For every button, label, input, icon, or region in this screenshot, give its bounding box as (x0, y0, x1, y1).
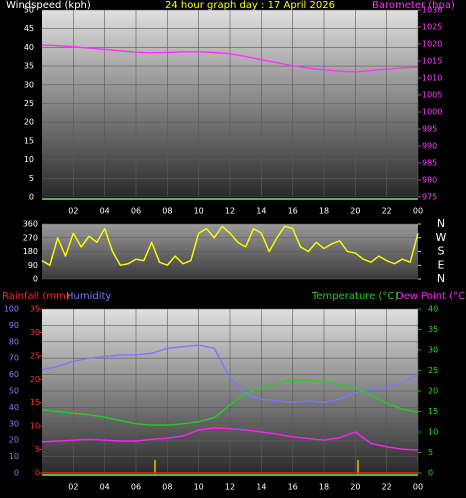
y2-tick-label: 995 (422, 125, 437, 134)
y3-tick-label: 5 (35, 445, 40, 454)
y-tick-label: 0 (14, 469, 19, 478)
y-tick-label: 50 (9, 387, 19, 396)
y3-tick-label: 35 (30, 305, 40, 314)
x-tick-label: 22 (382, 483, 392, 492)
y2-tick-label: 1015 (422, 57, 442, 66)
y-tick-label: 15 (24, 136, 34, 145)
y-tick-label: 10 (24, 155, 34, 164)
x-tick-label: 02 (68, 207, 78, 216)
y2-tick-label: 1005 (422, 91, 442, 100)
x-tick-label: 14 (256, 483, 266, 492)
series-line (41, 344, 419, 404)
y-tick-label: 70 (9, 354, 19, 363)
y3-tick-label: 25 (30, 351, 40, 360)
y3-tick-label: 0 (35, 469, 40, 478)
y2-tick-label: 1000 (422, 108, 442, 117)
y2-tick-label: 30 (428, 346, 438, 355)
y3-tick-label: 20 (30, 375, 40, 384)
y-tick-label: 0 (33, 275, 38, 284)
y3-tick-label: 30 (30, 328, 40, 337)
x-tick-label: 18 (319, 207, 329, 216)
x-tick-label: 20 (350, 207, 360, 216)
x-tick-label: 10 (194, 207, 204, 216)
y-tick-label: 35 (24, 62, 34, 71)
y2-tick-label: 1030 (422, 6, 442, 15)
y2-tick-label: 10 (428, 428, 438, 437)
x-tick-label: 20 (350, 483, 360, 492)
x-tick-label: 22 (382, 207, 392, 216)
y2-tick-label: 0 (428, 469, 433, 478)
y-tick-label: 100 (4, 305, 19, 314)
y-tick-label: 20 (24, 118, 34, 127)
x-tick-label: 06 (131, 483, 141, 492)
y2-tick-label: 35 (428, 325, 438, 334)
x-tick-label: 12 (225, 207, 235, 216)
y2-tick-label: 20 (428, 387, 438, 396)
y2-tick-label: 15 (428, 407, 438, 416)
y2-axis-title: Barometer (hpa) (372, 0, 455, 11)
y2-tick-label: 990 (422, 142, 437, 151)
y-tick-label: 60 (9, 370, 19, 379)
y-tick-label: 90 (9, 321, 19, 330)
y2-tick-label: W (436, 231, 447, 244)
x-tick-label: 10 (194, 483, 204, 492)
y2-tick-label: 985 (422, 159, 437, 168)
x-tick-label: 08 (162, 207, 172, 216)
x-tick-label: 16 (288, 207, 298, 216)
x-tick-label: 12 (225, 483, 235, 492)
y-tick-label: 270 (23, 233, 38, 242)
y2-tick-label: 25 (428, 366, 438, 375)
y2-tick-label: 1020 (422, 40, 442, 49)
y-tick-label: 30 (24, 80, 34, 89)
series-line (41, 44, 419, 73)
y-tick-label: 40 (24, 43, 34, 52)
y2-tick-label: E (438, 258, 445, 271)
y3-tick-label: 15 (30, 398, 40, 407)
y-tick-label: 45 (24, 24, 34, 33)
y-tick-label: 40 (9, 403, 19, 412)
x-tick-label: 14 (256, 207, 266, 216)
x-tick-label: 06 (131, 207, 141, 216)
y-tick-label: 50 (24, 6, 34, 15)
y3-tick-label: 10 (30, 422, 40, 431)
x-tick-label: 00 (413, 483, 423, 492)
y-tick-label: 90 (28, 261, 38, 270)
y-tick-label: 30 (9, 419, 19, 428)
y-tick-label: 360 (23, 220, 38, 229)
x-tick-label: 00 (413, 207, 423, 216)
legend-label: Dew Point (°C) (396, 291, 466, 302)
y-tick-label: 10 (9, 452, 19, 461)
y2-tick-label: N (437, 217, 445, 230)
y2-tick-label: 40 (428, 305, 438, 314)
chart-title: 24 hour graph day : 17 April 2026 (165, 0, 335, 11)
y-tick-label: 0 (29, 193, 34, 202)
x-tick-label: 08 (162, 483, 172, 492)
y2-tick-label: 1010 (422, 74, 442, 83)
x-tick-label: 18 (319, 483, 329, 492)
y-tick-label: 80 (9, 337, 19, 346)
y-tick-label: 180 (23, 247, 38, 256)
series-line (41, 427, 419, 451)
x-tick-label: 04 (100, 207, 110, 216)
legend-label: Rainfall (mm) (2, 291, 70, 302)
series-line (41, 225, 419, 266)
y-axis-title: Windspeed (kph) (6, 0, 91, 11)
y-tick-label: 25 (24, 99, 34, 108)
legend-label: Temperature (°C) (311, 291, 398, 302)
y-tick-label: 20 (9, 436, 19, 445)
x-tick-label: 16 (288, 483, 298, 492)
y-tick-label: 5 (29, 174, 34, 183)
y2-tick-label: 975 (422, 193, 437, 202)
y2-tick-label: 1025 (422, 23, 442, 32)
series-line (41, 379, 419, 426)
y2-tick-label: 980 (422, 176, 437, 185)
y2-tick-label: N (437, 272, 445, 285)
legend-label: Humidity (66, 291, 111, 302)
x-tick-label: 02 (68, 483, 78, 492)
x-tick-label: 04 (100, 483, 110, 492)
y2-tick-label: S (438, 245, 445, 258)
y2-tick-label: 5 (428, 448, 433, 457)
